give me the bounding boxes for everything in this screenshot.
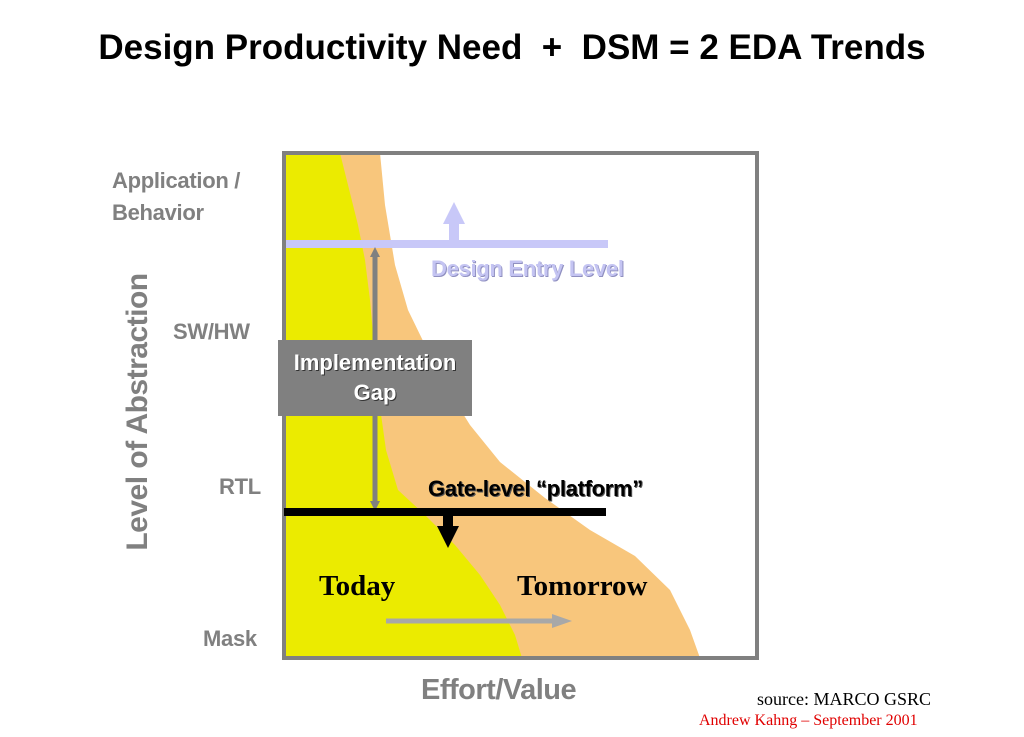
page-title: Design Productivity Need + DSM = 2 EDA T… <box>98 28 926 67</box>
gate-level-bar <box>284 508 606 516</box>
gate-level-arrow-shaft <box>443 514 453 528</box>
design-entry-arrow-up-icon <box>443 202 465 224</box>
level-mask-label: Mask <box>203 626 257 651</box>
x-axis-title: Effort/Value <box>421 674 577 706</box>
today-label: Today <box>319 570 396 602</box>
level-swhw-label: SW/HW <box>173 319 250 344</box>
implementation-gap-line1: Implementation <box>293 350 457 375</box>
tomorrow-label: Tomorrow <box>517 570 648 602</box>
design-entry-arrow-shaft <box>449 222 459 242</box>
level-application-label: Application / <box>112 168 241 193</box>
author-credit: Andrew Kahng – September 2001 <box>699 712 918 729</box>
implementation-gap-box: Implementation Gap <box>278 340 472 416</box>
source-credit: source: MARCO GSRC <box>757 689 932 709</box>
gate-level-platform-label: Gate-level “platform” <box>428 476 643 501</box>
gate-level-arrow-down-icon <box>437 526 459 548</box>
implementation-gap-line2: Gap <box>353 380 397 405</box>
today-region <box>284 153 522 658</box>
level-rtl-label: RTL <box>219 474 261 499</box>
design-entry-level-label: Design Entry Level <box>431 256 624 281</box>
level-behavior-label: Behavior <box>112 200 204 225</box>
design-entry-bar <box>286 240 608 248</box>
